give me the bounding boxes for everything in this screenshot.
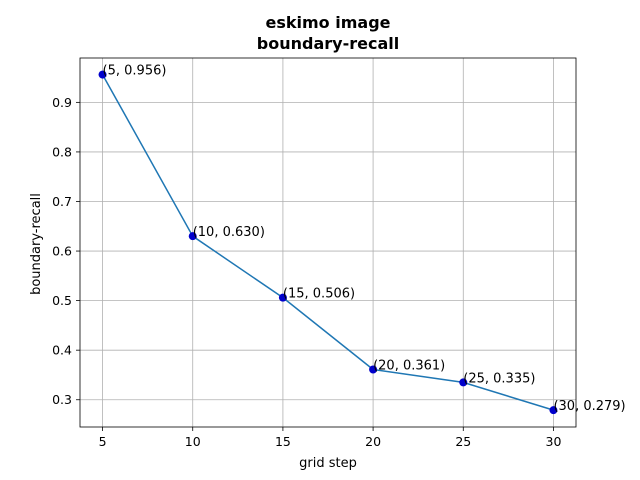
y-tick-label: 0.7 [52, 194, 72, 209]
data-point [459, 378, 468, 387]
data-point [369, 365, 378, 374]
data-point [188, 232, 197, 241]
chart-title-line1: eskimo image [266, 13, 391, 32]
x-tick-label: 30 [546, 434, 562, 449]
data-point [549, 406, 558, 415]
x-tick-label: 5 [99, 434, 107, 449]
y-tick-label: 0.6 [52, 244, 72, 259]
data-label: (10, 0.630) [193, 225, 265, 240]
data-point [98, 70, 107, 79]
y-tick-label: 0.3 [52, 392, 72, 407]
x-tick-label: 20 [365, 434, 381, 449]
data-label: (15, 0.506) [283, 287, 355, 302]
x-tick-label: 25 [455, 434, 471, 449]
y-tick-label: 0.9 [52, 95, 72, 110]
data-label: (30, 0.279) [553, 399, 625, 414]
plot-area [79, 57, 577, 428]
y-axis-label: boundary-recall [29, 193, 44, 295]
x-tick-label: 10 [185, 434, 201, 449]
x-axis-label: grid step [299, 456, 357, 471]
data-labels: (5, 0.956) (10, 0.630) (15, 0.506) (20, 0.3… [103, 64, 626, 415]
grid [80, 58, 576, 427]
series-line [101, 74, 554, 411]
y-tick-label: 0.5 [52, 293, 72, 308]
x-tick-label: 15 [275, 434, 291, 449]
x-axis-ticks: 5 10 15 20 25 30 [99, 427, 562, 449]
y-tick-label: 0.8 [52, 144, 72, 159]
chart-title-line2: boundary-recall [257, 34, 399, 53]
y-tick-label: 0.4 [52, 343, 72, 358]
data-point [278, 293, 287, 302]
data-label: (25, 0.335) [463, 371, 535, 386]
data-label: (5, 0.956) [103, 64, 167, 79]
data-label: (20, 0.361) [373, 359, 445, 374]
y-axis-ticks: 0.3 0.4 0.5 0.6 0.7 0.8 0.9 [52, 95, 80, 407]
series [98, 70, 558, 415]
plot-frame [79, 57, 577, 428]
